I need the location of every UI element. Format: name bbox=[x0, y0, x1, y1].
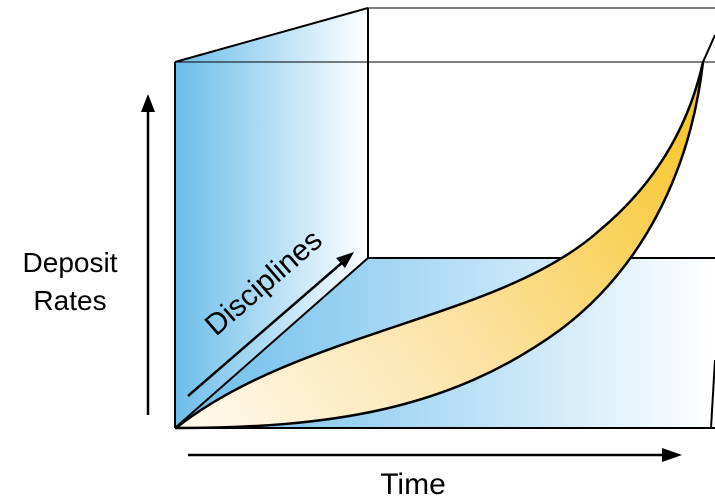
y-axis-label-line2: Rates bbox=[33, 285, 106, 316]
box-outline bbox=[174, 7, 715, 429]
y-axis-arrow bbox=[141, 94, 155, 415]
deposit-rate-envelope bbox=[174, 60, 705, 430]
left-wall bbox=[175, 8, 368, 428]
box-top-edges bbox=[175, 7, 715, 63]
y-axis-label-line1: Deposit bbox=[23, 247, 118, 278]
x-axis-arrow bbox=[188, 448, 682, 462]
depth-axis-arrow bbox=[187, 252, 354, 397]
envelope-edge bbox=[702, 34, 715, 63]
x-axis-label: Time bbox=[380, 468, 446, 501]
